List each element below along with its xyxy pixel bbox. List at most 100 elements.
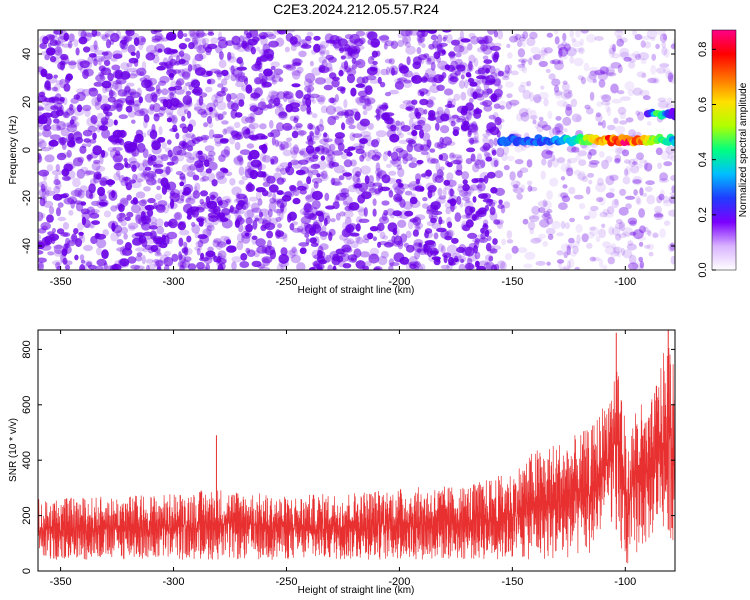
noise-cell bbox=[148, 216, 157, 224]
noise-cell bbox=[629, 231, 637, 236]
noise-cell bbox=[414, 107, 419, 118]
noise-cell bbox=[325, 54, 335, 61]
noise-cell bbox=[588, 162, 599, 168]
noise-cell bbox=[464, 212, 471, 218]
noise-cell bbox=[41, 147, 51, 152]
noise-cell bbox=[389, 159, 398, 165]
noise-cell bbox=[370, 38, 381, 48]
noise-cell bbox=[231, 186, 242, 196]
noise-cell bbox=[418, 88, 429, 95]
noise-cell bbox=[194, 53, 204, 62]
noise-cell bbox=[504, 253, 512, 261]
noise-cell bbox=[444, 231, 452, 241]
noise-cell bbox=[312, 163, 320, 168]
noise-cell bbox=[557, 261, 563, 269]
noise-cell bbox=[251, 260, 262, 268]
noise-cell bbox=[575, 115, 583, 123]
noise-cell bbox=[118, 114, 128, 120]
noise-cell bbox=[434, 142, 441, 149]
noise-cell bbox=[69, 119, 75, 125]
noise-cell bbox=[450, 160, 462, 165]
noise-cell bbox=[280, 247, 288, 256]
noise-cell bbox=[341, 152, 348, 160]
noise-cell bbox=[489, 206, 496, 216]
noise-cell bbox=[88, 87, 99, 97]
noise-cell bbox=[460, 64, 466, 74]
noise-cell bbox=[340, 61, 349, 69]
noise-cell bbox=[107, 189, 118, 196]
noise-cell bbox=[206, 224, 215, 232]
noise-cell bbox=[567, 260, 571, 269]
colorbar-ticks: 0.00.20.40.60.8 bbox=[697, 42, 716, 278]
noise-cell bbox=[347, 146, 356, 151]
noise-cell bbox=[471, 121, 478, 131]
noise-cell bbox=[602, 208, 610, 215]
noise-cell bbox=[418, 242, 423, 248]
noise-cell bbox=[91, 220, 100, 226]
noise-cell bbox=[40, 51, 49, 56]
noise-cell bbox=[467, 43, 473, 51]
noise-cell bbox=[152, 93, 158, 103]
noise-cell bbox=[640, 58, 647, 65]
noise-cell bbox=[93, 159, 101, 164]
noise-cell bbox=[249, 30, 259, 38]
noise-cell bbox=[44, 103, 55, 112]
noise-cell bbox=[192, 39, 198, 50]
noise-cell bbox=[152, 155, 164, 165]
noise-cell bbox=[469, 137, 475, 145]
noise-cell bbox=[503, 164, 510, 171]
noise-cell bbox=[207, 43, 218, 50]
y-tick-label: 400 bbox=[21, 451, 33, 469]
noise-cell bbox=[103, 107, 109, 115]
noise-cell bbox=[665, 145, 675, 155]
noise-cell bbox=[177, 107, 187, 117]
noise-cell bbox=[245, 223, 254, 233]
noise-cell bbox=[476, 36, 484, 44]
noise-cell bbox=[620, 51, 629, 59]
noise-cell bbox=[416, 159, 424, 165]
noise-cell bbox=[46, 214, 54, 223]
noise-cell bbox=[198, 42, 202, 51]
noise-cell bbox=[469, 139, 480, 144]
noise-cell bbox=[314, 146, 321, 152]
noise-cell bbox=[583, 215, 591, 220]
noise-cell bbox=[44, 80, 51, 90]
noise-cell bbox=[335, 132, 345, 139]
noise-cell bbox=[151, 138, 161, 146]
noise-cell bbox=[205, 263, 210, 270]
noise-cell bbox=[518, 64, 526, 72]
noise-cell bbox=[482, 219, 489, 226]
noise-cell bbox=[486, 88, 493, 94]
noise-cell bbox=[526, 37, 536, 47]
noise-cell bbox=[38, 169, 50, 177]
snr-x-ticks: -350 -300 -250 -200 -150 -100 bbox=[50, 330, 636, 588]
noise-cell bbox=[99, 177, 108, 187]
noise-cell bbox=[181, 164, 191, 173]
noise-cell bbox=[469, 81, 478, 87]
noise-cell bbox=[564, 92, 573, 99]
noise-cell bbox=[127, 222, 139, 230]
noise-cell bbox=[497, 260, 506, 269]
noise-cell bbox=[57, 216, 67, 222]
noise-cell bbox=[612, 246, 623, 254]
noise-cell bbox=[367, 122, 374, 130]
noise-cell bbox=[285, 103, 294, 113]
noise-cell bbox=[278, 253, 290, 264]
noise-cell bbox=[414, 265, 420, 270]
noise-cell bbox=[127, 44, 136, 54]
noise-cell bbox=[352, 133, 363, 139]
noise-cell bbox=[248, 134, 259, 140]
noise-cell bbox=[460, 38, 471, 43]
noise-cell bbox=[109, 32, 120, 43]
noise-cell bbox=[62, 192, 70, 198]
noise-cell bbox=[353, 145, 365, 150]
noise-cell bbox=[443, 34, 448, 40]
noise-cell bbox=[194, 182, 201, 192]
noise-cell bbox=[266, 175, 276, 184]
noise-cell bbox=[390, 124, 397, 132]
noise-cell bbox=[97, 57, 102, 66]
noise-cell bbox=[595, 112, 602, 118]
noise-cell bbox=[311, 177, 323, 184]
noise-cell bbox=[151, 140, 162, 151]
noise-cell bbox=[345, 117, 355, 126]
